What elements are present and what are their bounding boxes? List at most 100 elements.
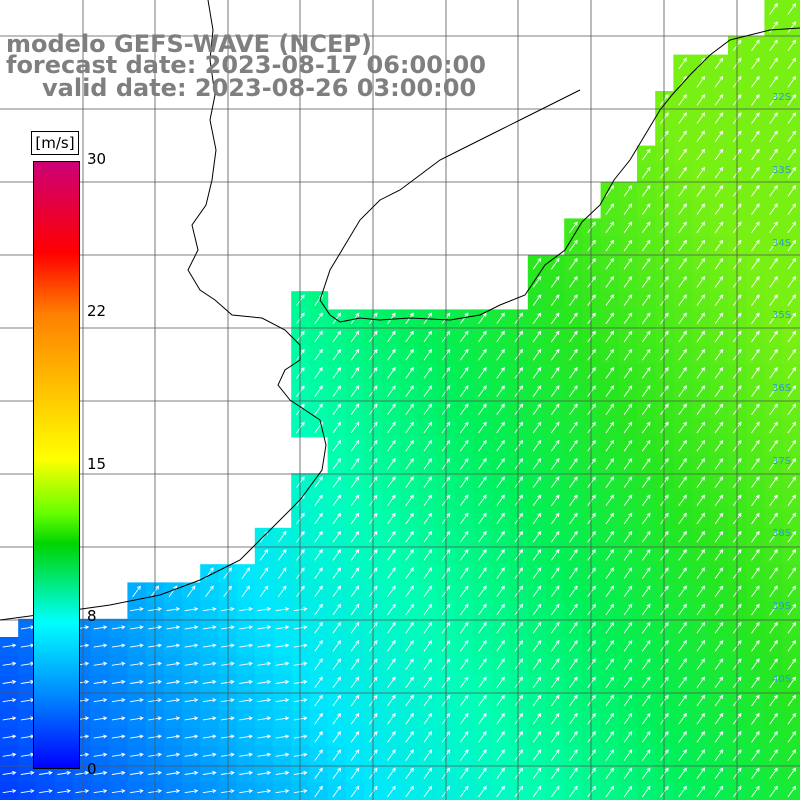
wind-arrow [387, 731, 396, 743]
wind-arrow [714, 330, 724, 343]
wind-arrow [787, 421, 797, 434]
wind-arrow [550, 621, 560, 634]
wind-arrow [696, 112, 706, 124]
wind-arrow [387, 458, 396, 470]
wind-arrow [166, 643, 181, 648]
wind-arrow [405, 385, 414, 397]
wind-arrow [496, 640, 505, 652]
wind-arrow [387, 712, 396, 725]
wind-arrow [678, 785, 687, 798]
wind-arrow [787, 239, 797, 252]
wind-arrow [532, 403, 542, 416]
wind-arrow [405, 367, 414, 379]
wind-arrow [496, 621, 505, 634]
wind-arrow [184, 698, 199, 703]
wind-arrow [714, 785, 724, 798]
wind-arrow [641, 712, 651, 725]
wind-arrow [787, 439, 797, 452]
wind-arrow [751, 439, 760, 452]
wind-arrow [787, 530, 797, 543]
wind-arrow [696, 148, 706, 161]
wind-arrow [387, 403, 396, 416]
wind-arrow [130, 625, 144, 630]
wind-arrow [641, 403, 651, 416]
wind-arrow [641, 585, 651, 598]
wind-arrow [714, 694, 724, 707]
wind-arrow [641, 458, 651, 470]
wind-arrow [314, 385, 323, 397]
wind-arrow [478, 603, 487, 616]
wind-arrow [751, 603, 760, 616]
wind-arrow [241, 567, 251, 579]
wind-arrow [332, 549, 342, 561]
wind-arrow [769, 694, 778, 707]
title-forecast-date: forecast date: 2023-08-17 06:00:00 [6, 51, 486, 79]
wind-arrow [769, 658, 778, 670]
wind-arrow [623, 403, 633, 416]
wind-arrow [405, 712, 414, 725]
wind-arrow [641, 239, 651, 252]
wind-arrow [275, 643, 290, 648]
wind-arrow [714, 549, 724, 561]
wind-arrow [769, 312, 778, 325]
wind-arrow [423, 658, 433, 670]
wind-arrow [111, 698, 126, 703]
wind-arrow [696, 621, 706, 634]
wind-arrow [223, 585, 232, 598]
wind-arrow [605, 676, 615, 689]
wind-arrow [605, 494, 615, 507]
wind-arrow [332, 731, 342, 743]
wind-arrow [623, 312, 633, 325]
wind-arrow [2, 770, 17, 775]
wind-arrow [532, 458, 542, 470]
wind-arrow [532, 257, 542, 270]
wind-arrow [787, 148, 797, 161]
wind-arrow [166, 607, 181, 612]
wind-arrow [93, 698, 108, 703]
wind-arrow [605, 512, 615, 525]
wind-arrow [350, 767, 360, 780]
colorbar-tick-22: 22 [87, 302, 107, 320]
wind-arrow [787, 39, 797, 52]
wind-arrow [478, 312, 487, 325]
wind-arrow [751, 330, 760, 343]
wind-arrow [696, 694, 706, 707]
wind-arrow [478, 621, 487, 634]
wind-arrow [130, 734, 144, 739]
wind-arrow [405, 330, 414, 343]
wind-arrow [623, 330, 633, 343]
wind-arrow [696, 221, 706, 234]
wind-arrow [184, 625, 199, 630]
wind-arrow [496, 530, 505, 543]
wind-arrow [314, 312, 323, 325]
wind-arrow [314, 367, 323, 379]
wind-arrow [605, 549, 615, 561]
wind-arrow [623, 348, 633, 361]
wind-arrow [350, 712, 360, 725]
wind-arrow [605, 767, 615, 780]
wind-arrow [678, 112, 687, 124]
wind-arrow [641, 694, 651, 707]
wind-arrow [221, 770, 235, 775]
wind-arrow [678, 148, 687, 161]
wind-arrow [678, 130, 687, 143]
wind-arrow [623, 203, 633, 215]
wind-arrow [387, 530, 396, 543]
wind-arrow [641, 658, 651, 670]
wind-arrow [387, 767, 396, 780]
wind-arrow [769, 203, 778, 215]
wind-arrow [111, 643, 126, 648]
wind-arrow [496, 585, 505, 598]
wind-arrow [714, 221, 724, 234]
wind-arrow [314, 694, 323, 707]
wind-arrow [605, 221, 615, 234]
wind-arrow [405, 694, 414, 707]
wind-arrow [550, 749, 560, 761]
wind-arrow [387, 367, 396, 379]
wind-arrow [769, 112, 778, 124]
wind-arrow [587, 348, 596, 361]
wind-arrow [496, 749, 505, 761]
wind-arrow [478, 585, 487, 598]
wind-arrow [514, 549, 524, 561]
wind-arrow [569, 767, 578, 780]
